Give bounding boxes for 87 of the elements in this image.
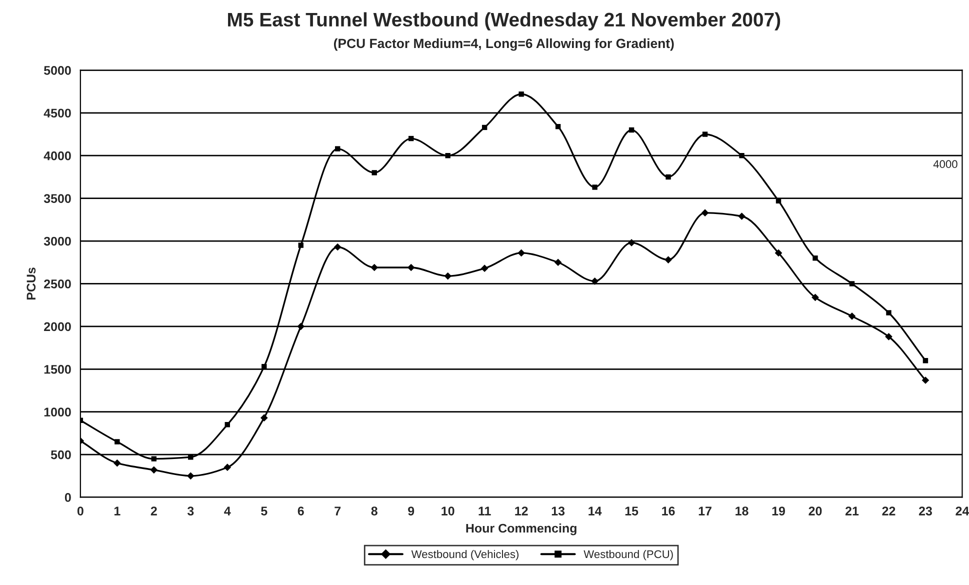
x-tick-label: 20 <box>808 506 822 516</box>
point <box>113 459 121 467</box>
x-tick-label: 13 <box>552 506 565 516</box>
y-tick-label: 0 <box>64 493 71 502</box>
point <box>664 256 672 264</box>
point <box>628 127 634 133</box>
point <box>370 264 378 272</box>
point <box>480 264 488 272</box>
point <box>407 264 415 272</box>
point <box>372 170 377 176</box>
x-tick-label: 23 <box>918 506 932 516</box>
point <box>482 124 488 130</box>
x-tick-label: 5 <box>261 506 268 516</box>
point <box>591 277 598 285</box>
y-tick-label: 3000 <box>44 236 71 246</box>
x-tick-label: 0 <box>77 506 84 516</box>
x-tick-label: 17 <box>698 506 712 516</box>
point <box>260 414 268 422</box>
x-tick-label: 3 <box>187 506 194 516</box>
annotation: 4000 <box>933 160 958 168</box>
point <box>922 376 930 384</box>
x-tick-label: 12 <box>515 506 528 516</box>
y-tick-label: 4500 <box>44 108 71 118</box>
y-tick-label: 1500 <box>44 364 71 374</box>
point <box>555 124 561 130</box>
point <box>297 322 305 330</box>
point <box>334 243 342 251</box>
y-tick-label: 3500 <box>44 194 71 203</box>
point <box>151 456 157 462</box>
point <box>849 281 855 286</box>
x-tick-label: 7 <box>334 506 341 516</box>
point <box>518 249 525 257</box>
x-tick-label: 24 <box>956 506 969 516</box>
point <box>554 258 562 266</box>
point <box>812 294 819 302</box>
y-tick-label: 2000 <box>44 322 71 332</box>
y-tick-label: 1000 <box>44 408 71 416</box>
point <box>224 464 232 472</box>
point <box>335 146 340 152</box>
x-tick-label: 19 <box>772 506 785 516</box>
y-tick-label: 5000 <box>44 66 71 75</box>
x-tick-label: 6 <box>298 506 304 516</box>
legend-label: Westbound (PCU) <box>584 550 673 560</box>
point <box>298 242 304 248</box>
point <box>812 256 818 261</box>
point <box>186 472 194 480</box>
point <box>885 333 892 340</box>
point <box>702 132 708 137</box>
point <box>886 310 892 316</box>
legend-label: Westbound (Vehicles) <box>411 550 518 560</box>
point <box>592 184 598 190</box>
point <box>666 174 671 180</box>
point <box>738 212 746 220</box>
y-tick-label: 2500 <box>44 280 71 288</box>
point <box>444 272 452 280</box>
x-tick-label: 22 <box>882 506 896 516</box>
point <box>848 312 856 320</box>
x-tick-label: 15 <box>625 506 638 516</box>
x-tick-label: 8 <box>371 506 378 516</box>
x-tick-label: 10 <box>442 506 454 516</box>
x-tick-label: 18 <box>736 506 748 516</box>
x-tick-label: 21 <box>845 506 859 516</box>
x-tick-label: 4 <box>224 506 231 516</box>
point <box>739 153 744 158</box>
y-axis-title: PCUs <box>26 268 36 300</box>
point <box>188 454 194 460</box>
point <box>408 136 414 142</box>
x-axis-title: Hour Commencing <box>466 523 576 536</box>
x-tick-label: 16 <box>662 506 675 516</box>
x-tick-label: 11 <box>478 506 491 516</box>
point <box>114 439 120 444</box>
y-tick-label: 500 <box>50 450 71 460</box>
y-tick-label: 4000 <box>44 151 71 160</box>
x-tick-label: 2 <box>150 506 157 516</box>
chart-subtitle: (PCU Factor Medium=4, Long=6 Allowing for Gradient) <box>334 38 674 51</box>
point <box>701 209 709 217</box>
point <box>774 249 782 257</box>
x-tick-label: 14 <box>588 506 602 516</box>
x-tick-label: 1 <box>114 506 120 516</box>
x-tick-label: 9 <box>408 506 414 516</box>
point <box>150 466 158 474</box>
point <box>445 153 450 158</box>
chart-title: M5 East Tunnel Westbound (Wednesday 21 November 2007) <box>228 12 780 30</box>
point <box>922 358 928 364</box>
point <box>518 92 524 97</box>
point <box>628 239 636 246</box>
point <box>224 422 230 428</box>
